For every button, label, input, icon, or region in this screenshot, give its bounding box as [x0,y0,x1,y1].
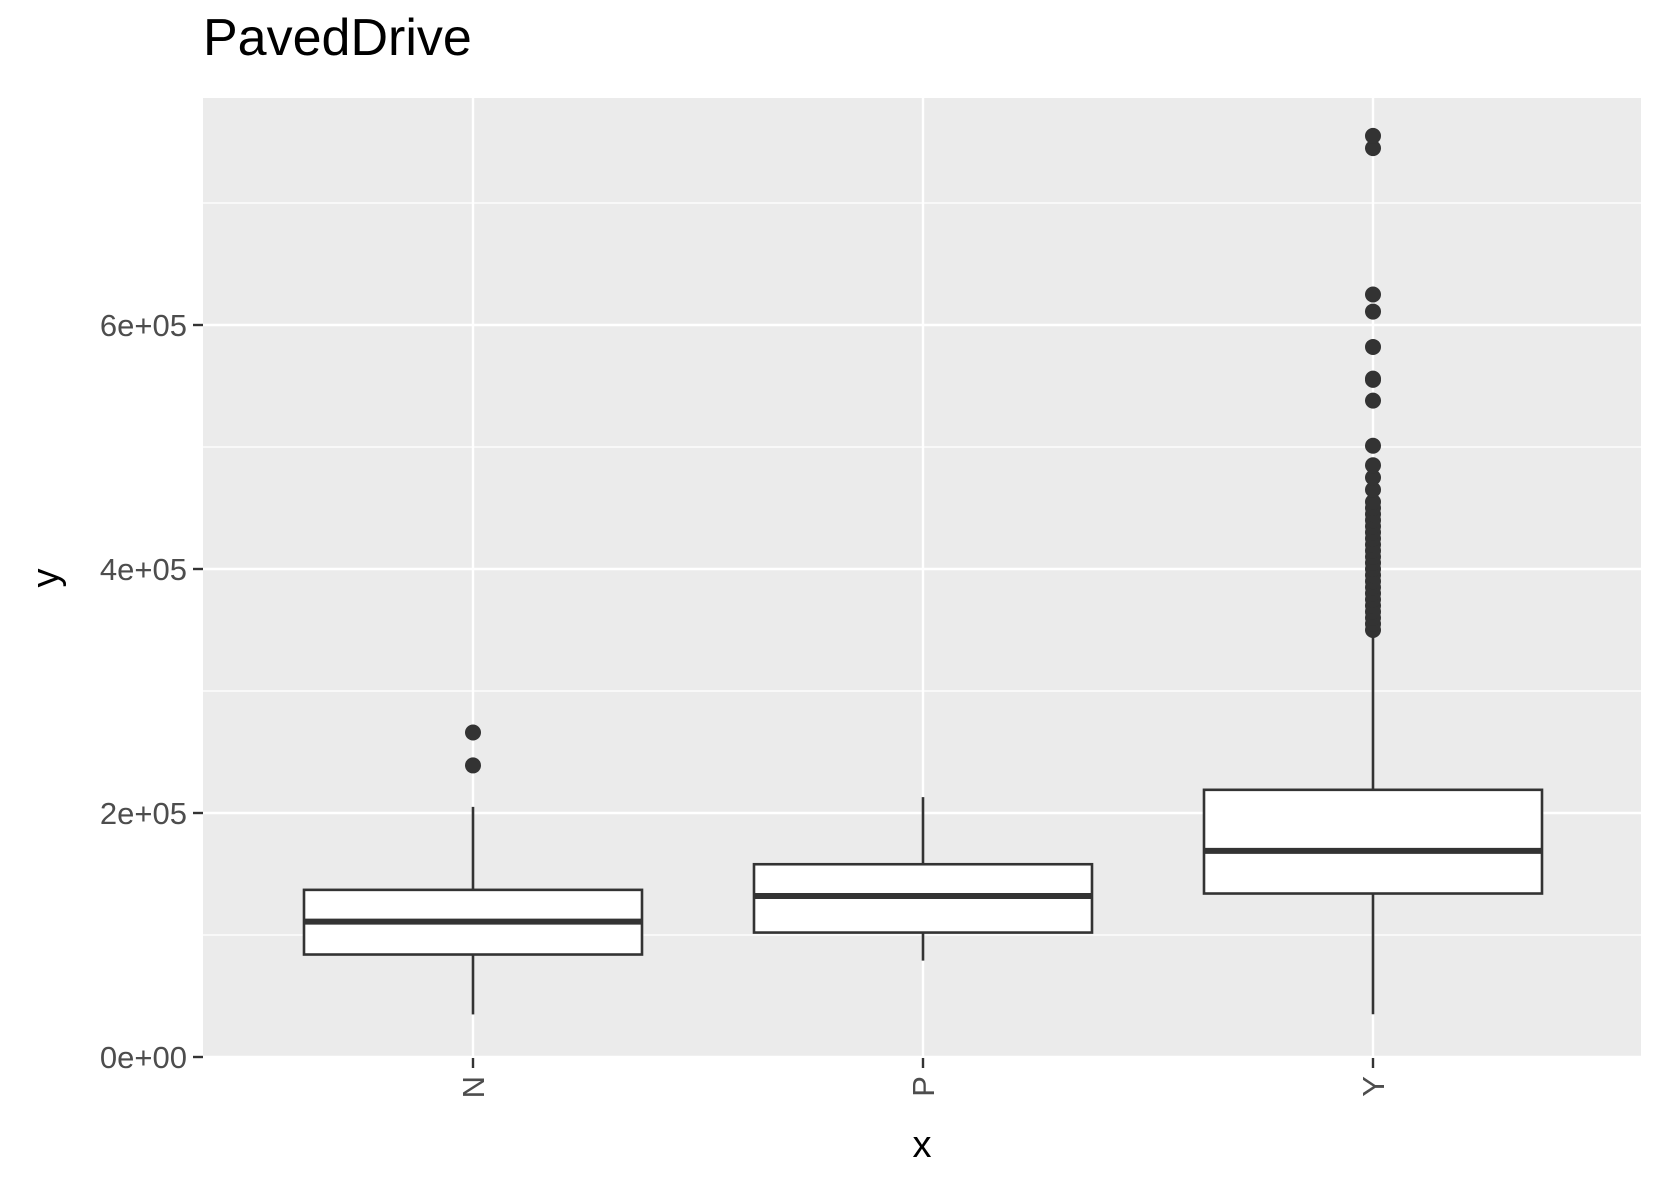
outlier-point [1365,127,1381,144]
outlier-point [1365,286,1381,303]
y-axis: 0e+00 2e+05 4e+05 6e+05 [100,308,203,1075]
outlier-point [1365,392,1381,409]
x-tick-label: N [456,1076,491,1098]
outlier-point [465,757,481,774]
outlier-point [1365,493,1381,510]
y-tick-label: 4e+05 [100,552,187,587]
box-series [302,127,1544,1015]
outlier-point [1365,303,1381,320]
chart-title: PavedDrive [203,9,472,67]
outlier-point [1365,437,1381,454]
outlier-point [1365,370,1381,387]
outlier-point [465,724,481,741]
y-axis-title: y [25,569,67,588]
x-axis-title: x [913,1124,932,1166]
y-tick-label: 0e+00 [100,1040,187,1075]
iqr-box [1202,788,1544,895]
box-n [302,724,644,1015]
outlier-point [1365,140,1381,157]
outlier-point [1365,457,1381,474]
outlier-point [1365,469,1381,486]
outlier-point [1365,481,1381,498]
box-y [1202,127,1544,1015]
x-tick-label: Y [1356,1076,1391,1097]
y-tick-label: 6e+05 [100,308,187,343]
box-p [752,797,1094,961]
y-tick-label: 2e+05 [100,796,187,831]
x-tick-label: P [906,1076,941,1097]
outlier-point [1365,338,1381,355]
